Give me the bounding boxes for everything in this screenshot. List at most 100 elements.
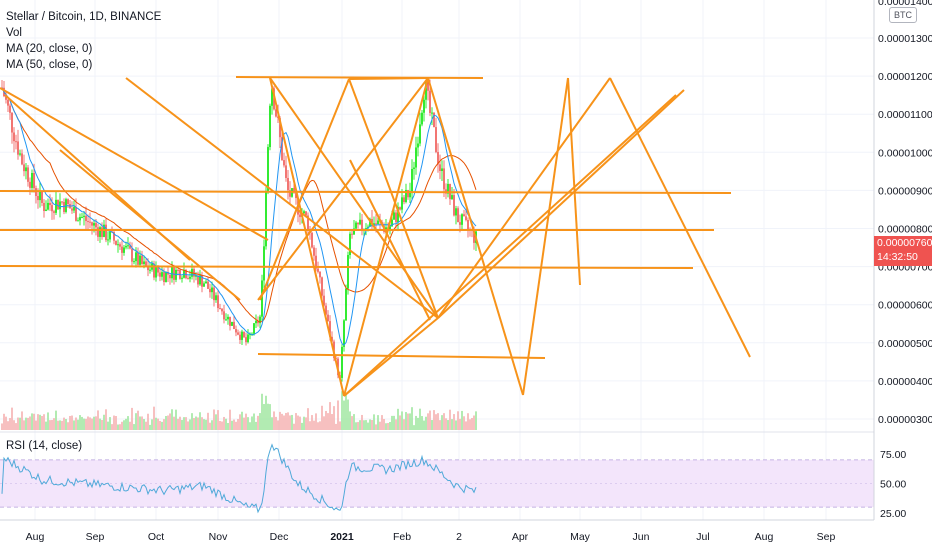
rsi-label[interactable]: RSI (14, close) (6, 440, 83, 452)
volume-bar (263, 404, 265, 430)
time-tick-label: 2 (456, 531, 462, 543)
trend-line[interactable] (59, 149, 241, 301)
trend-line[interactable] (235, 76, 484, 79)
volume-bar (299, 416, 301, 430)
volume-bar (395, 419, 397, 430)
candle-body (249, 334, 251, 336)
volume-bar (463, 416, 465, 430)
candle-body (133, 261, 135, 263)
candle-body (231, 321, 233, 326)
volume-bar (53, 418, 55, 430)
candle-body (349, 233, 351, 256)
trend-line[interactable] (349, 159, 431, 321)
volume-bar (167, 415, 169, 430)
candle-body (263, 246, 265, 281)
volume-bar (279, 411, 281, 430)
volume-bar (449, 409, 451, 430)
ma20-label[interactable]: MA (20, close, 0) (6, 43, 93, 55)
trend-line[interactable] (348, 78, 439, 319)
volume-bar (189, 419, 191, 430)
candle-body (5, 96, 7, 100)
candle-body (41, 191, 43, 203)
candle-body (23, 164, 25, 172)
trend-line[interactable] (427, 77, 524, 396)
candle-body (121, 246, 123, 253)
volume-bar (91, 418, 93, 430)
volume-bar (83, 418, 85, 430)
price-tick-label: 0.00000500 (878, 338, 932, 350)
candle-body (421, 112, 423, 125)
volume-bar (95, 416, 97, 430)
trend-line[interactable] (522, 77, 569, 396)
volume-bar (221, 421, 223, 430)
volume-bar (421, 416, 423, 430)
time-tick-label: Aug (755, 531, 774, 543)
volume-bar (359, 420, 361, 430)
volume-bar (97, 410, 99, 430)
vol-label[interactable]: Vol (6, 27, 22, 39)
volume-bar (193, 418, 195, 430)
volume-bar (241, 411, 243, 430)
volume-bar (49, 420, 51, 430)
trend-line[interactable] (348, 77, 429, 80)
candle-body (59, 201, 61, 210)
volume-bar (371, 420, 373, 430)
rsi-tick-label: 75.00 (880, 449, 906, 461)
candle-body (199, 275, 201, 285)
time-tick-label: Sep (86, 531, 105, 543)
candle-body (275, 109, 277, 117)
volume-bar (209, 422, 211, 430)
volume-bar (415, 415, 417, 430)
trend-line[interactable] (257, 353, 546, 359)
trend-line[interactable] (343, 94, 677, 397)
candle-body (303, 211, 305, 214)
candle-body (135, 252, 137, 262)
volume-bar (307, 408, 309, 430)
volume-bar (135, 413, 137, 430)
volume-bar (389, 422, 391, 430)
trend-line[interactable] (343, 77, 429, 397)
volume-bar (443, 413, 445, 430)
volume-bar (381, 415, 383, 430)
trend-drawings[interactable] (0, 76, 751, 397)
volume-bar (113, 415, 115, 430)
volume-bar (473, 415, 475, 430)
currency-badge[interactable]: BTC (889, 7, 917, 23)
volume-bar (145, 421, 147, 430)
volume-bar (1, 423, 3, 430)
volume-bar (121, 421, 123, 430)
trend-line[interactable] (609, 77, 751, 358)
time-tick-label: 2021 (330, 531, 354, 543)
trend-line[interactable] (437, 77, 611, 319)
trend-line[interactable] (0, 265, 694, 269)
candle-body (359, 219, 361, 225)
volume-bar (425, 416, 427, 430)
candle-body (205, 281, 207, 284)
candle-body (97, 227, 99, 237)
volume-bar (183, 417, 185, 430)
candle-body (195, 275, 197, 277)
price-tick-label: 0.00001300 (878, 33, 932, 45)
trend-line[interactable] (437, 89, 685, 319)
volume-bar (277, 420, 279, 430)
symbol-title[interactable]: Stellar / Bitcoin, 1D, BINANCE (6, 11, 162, 23)
time-tick-label: Aug (26, 531, 45, 543)
candle-body (279, 117, 281, 138)
volume-bar (265, 395, 267, 430)
volume-bar (361, 414, 363, 430)
candle-body (455, 208, 457, 216)
volume-bar (125, 418, 127, 430)
volume-bar (177, 418, 179, 430)
candle-body (395, 212, 397, 223)
volume-bar (455, 420, 457, 430)
volume-bar (355, 422, 357, 430)
volume-bar (75, 417, 77, 430)
trend-line[interactable] (125, 77, 439, 319)
ma50-label[interactable]: MA (50, close, 0) (6, 59, 93, 71)
trend-line[interactable] (257, 77, 429, 301)
trend-line[interactable] (567, 77, 581, 286)
trend-line[interactable] (259, 78, 350, 301)
trend-line[interactable] (0, 87, 269, 241)
candle-body (245, 337, 247, 343)
